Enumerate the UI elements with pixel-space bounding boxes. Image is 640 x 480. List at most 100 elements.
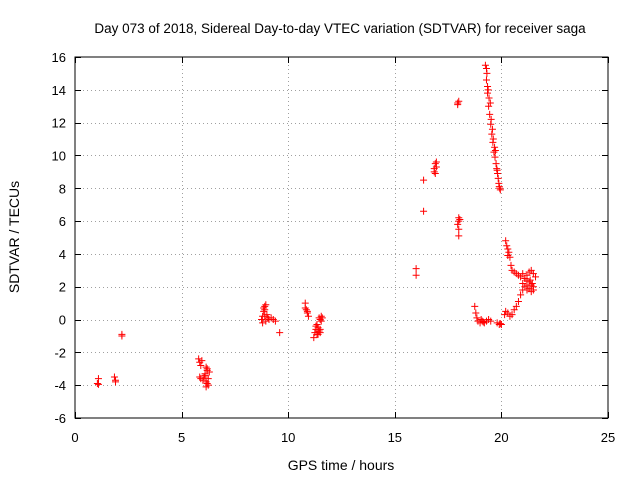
data-point	[304, 312, 312, 320]
y-tick-label: -6	[54, 411, 66, 426]
data-point	[528, 279, 536, 287]
chart-title: Day 073 of 2018, Sidereal Day-to-day VTE…	[94, 21, 586, 36]
y-tick-label: -2	[54, 345, 66, 360]
data-point	[199, 376, 207, 384]
data-point	[504, 252, 512, 260]
data-point	[317, 317, 325, 325]
data-point	[456, 215, 464, 223]
data-point	[487, 317, 495, 325]
data-point	[486, 99, 494, 107]
data-point	[312, 322, 320, 330]
data-point	[484, 83, 492, 91]
data-point	[496, 184, 504, 192]
data-point	[455, 217, 463, 225]
data-point	[532, 273, 540, 281]
data-point	[316, 329, 324, 337]
data-point	[471, 302, 479, 310]
data-point	[505, 248, 513, 256]
data-point	[412, 265, 420, 273]
data-point	[93, 380, 101, 388]
y-tick-label: 16	[52, 50, 66, 65]
data-point	[203, 365, 211, 373]
y-tick-label: 6	[59, 214, 66, 229]
x-tick-label: 10	[281, 430, 295, 445]
y-tick-label: 2	[59, 280, 66, 295]
data-point	[529, 283, 537, 291]
data-point	[430, 168, 438, 176]
x-tick-label: 5	[178, 430, 185, 445]
y-tick-label: 14	[52, 83, 66, 98]
data-point	[455, 232, 463, 240]
data-point	[501, 311, 509, 319]
data-point	[262, 317, 270, 325]
y-tick-label: 12	[52, 116, 66, 131]
y-tick-label: 8	[59, 181, 66, 196]
data-point	[420, 207, 428, 215]
data-point	[472, 309, 480, 317]
data-point	[310, 334, 318, 342]
data-point	[258, 316, 266, 324]
plot-frame	[74, 56, 609, 419]
data-point	[507, 261, 515, 269]
data-point	[494, 174, 502, 182]
data-point	[494, 170, 502, 178]
data-point	[487, 115, 495, 123]
data-point	[203, 380, 211, 388]
data-point	[488, 125, 496, 133]
x-tick-label: 20	[494, 430, 508, 445]
data-point	[483, 69, 491, 77]
data-point	[259, 319, 267, 327]
data-point	[118, 332, 126, 340]
data-point	[493, 165, 501, 173]
data-point	[420, 176, 428, 184]
y-axis-label: SDTVAR / TECUs	[6, 181, 22, 293]
data-point	[491, 147, 499, 155]
data-point	[504, 245, 512, 253]
data-point	[198, 357, 206, 365]
data-point	[492, 160, 500, 168]
data-point	[261, 306, 269, 314]
y-tick-label: 0	[59, 313, 66, 328]
data-point	[491, 143, 499, 151]
data-point	[496, 186, 504, 194]
data-point	[454, 101, 462, 109]
y-tick-label: 10	[52, 148, 66, 163]
data-point	[94, 380, 102, 388]
data-point	[502, 237, 510, 245]
data-point	[112, 378, 120, 386]
x-axis-label: GPS time / hours	[288, 457, 395, 473]
data-point	[276, 329, 284, 337]
data-point	[110, 373, 118, 381]
data-point	[261, 312, 269, 320]
data-point	[454, 220, 462, 228]
data-point	[482, 76, 490, 84]
data-point	[431, 160, 439, 168]
x-tick-label: 15	[388, 430, 402, 445]
data-point	[260, 304, 268, 312]
x-tick-label: 0	[71, 430, 78, 445]
data-point	[490, 148, 498, 156]
data-point	[485, 94, 493, 102]
data-point	[489, 135, 497, 143]
data-point	[485, 102, 493, 110]
data-point	[503, 242, 511, 250]
data-point	[523, 286, 531, 294]
data-point	[508, 311, 516, 319]
data-point	[455, 97, 463, 105]
data-point	[488, 130, 496, 138]
data-point	[195, 355, 203, 363]
data-point	[200, 373, 208, 381]
data-point	[431, 170, 439, 178]
axis-ticks: 0 5 10 15 20 25 -6 -4 -2 0 2 4 6 8 10 12 14 16	[52, 50, 616, 445]
y-tick-label: -4	[54, 378, 66, 393]
data-point	[202, 363, 210, 371]
data-point	[197, 361, 205, 369]
data-points	[93, 61, 540, 391]
data-point	[512, 302, 520, 310]
data-point	[491, 153, 499, 161]
data-point	[484, 89, 492, 97]
data-point	[432, 158, 440, 166]
data-point	[201, 370, 209, 378]
data-point	[496, 320, 504, 328]
